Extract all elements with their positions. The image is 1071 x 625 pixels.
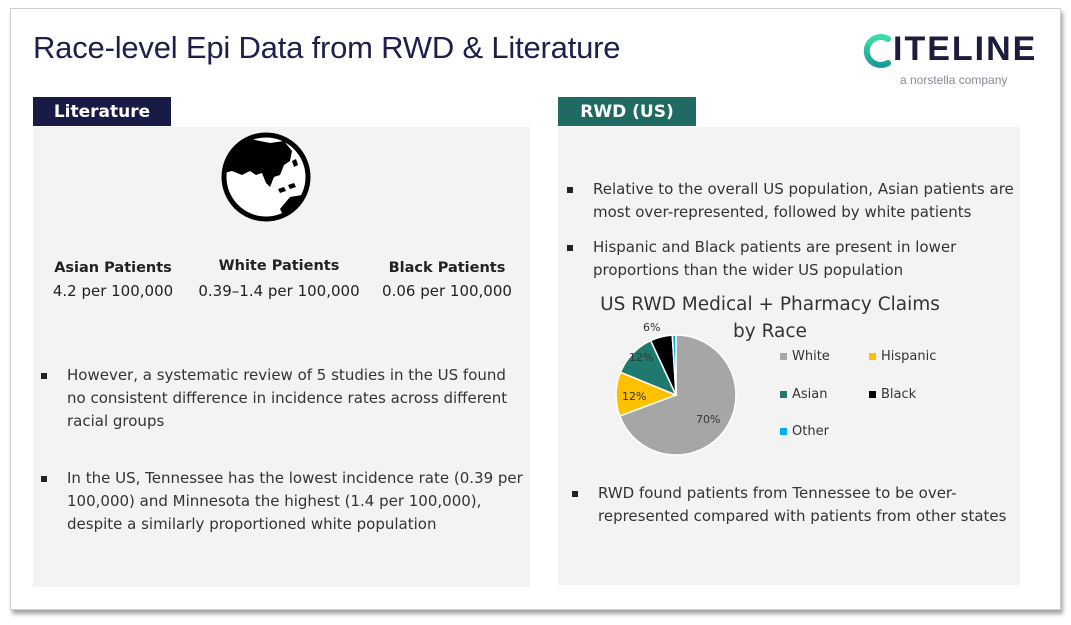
bullet-square-icon (41, 373, 47, 379)
citeline-logo: CITELINEITELINE a norstella company (862, 30, 1047, 88)
citeline-c-icon (863, 34, 891, 68)
legend-other: Other (780, 424, 829, 439)
bullet-square-icon (567, 245, 573, 251)
stat-asian: Asian Patients 4.2 per 100,000 (48, 260, 178, 300)
stat-white: White Patients 0.39–1.4 per 100,000 (193, 258, 365, 300)
legend-swatch-icon (869, 391, 876, 398)
logo-wordmark: CITELINEITELINE (893, 30, 1038, 68)
pie-label-hispanic: 12% (622, 390, 647, 403)
stat-label: Black Patients (388, 260, 506, 276)
legend-swatch-icon (780, 391, 787, 398)
stat-label: Asian Patients (54, 260, 172, 276)
stat-black: Black Patients 0.06 per 100,000 (380, 260, 514, 300)
pie-label-black: 6% (643, 321, 661, 334)
bullet-square-icon (41, 476, 47, 482)
literature-bullet: In the US, Tennessee has the lowest inci… (41, 467, 523, 536)
stat-value: 4.2 per 100,000 (52, 282, 174, 300)
legend-white: White (780, 349, 830, 364)
pie-chart (615, 334, 737, 456)
chart-title: US RWD Medical + Pharmacy Claims by Race (600, 294, 940, 342)
stat-value: 0.39–1.4 per 100,000 (198, 282, 360, 300)
slide-title: Race-level Epi Data from RWD & Literatur… (33, 30, 621, 65)
bullet-square-icon (572, 491, 578, 497)
pie-slice-other (671, 334, 677, 396)
stat-value: 0.06 per 100,000 (382, 282, 512, 300)
legend-swatch-icon (780, 428, 787, 435)
legend-swatch-icon (780, 353, 787, 360)
legend-swatch-icon (869, 353, 876, 360)
literature-tag: Literature (33, 97, 171, 126)
stat-label: White Patients (218, 258, 340, 274)
pie-label-asian: 12% (629, 351, 654, 364)
pie-label-white: 70% (696, 413, 721, 426)
logo-subtitle: a norstella company (900, 73, 1008, 87)
legend-hispanic: Hispanic (869, 349, 936, 364)
rwd-bullet: Hispanic and Black patients are present … (567, 236, 987, 282)
legend-asian: Asian (780, 387, 827, 402)
literature-bullet: However, a systematic review of 5 studie… (41, 364, 511, 433)
globe-asia-icon (221, 132, 311, 222)
bullet-square-icon (567, 187, 573, 193)
rwd-tag: RWD (US) (558, 97, 696, 126)
rwd-bullet: Relative to the overall US population, A… (567, 178, 1019, 224)
rwd-bullet: RWD found patients from Tennessee to be … (572, 482, 1022, 528)
legend-black: Black (869, 387, 916, 402)
